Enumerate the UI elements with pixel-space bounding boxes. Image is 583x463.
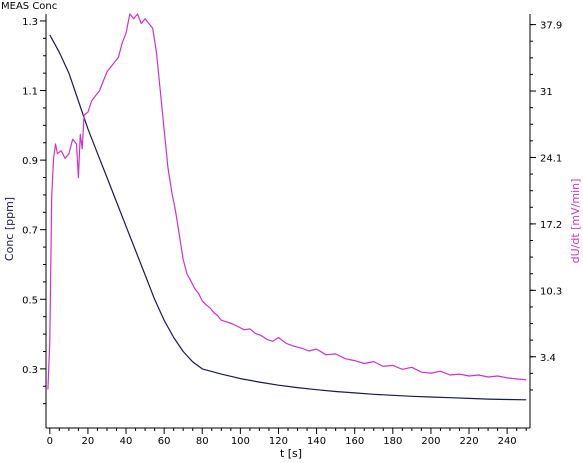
x-tick-label: 80	[196, 436, 209, 447]
x-tick-label: 180	[383, 436, 402, 447]
y2-tick-label: 37.9	[540, 21, 562, 32]
conc-series-line	[49, 34, 527, 401]
y2-axis-title: dU/dt [mV/min]	[569, 179, 582, 264]
x-tick-label: 0	[47, 436, 53, 447]
chart-header-label: MEAS Conc	[1, 1, 58, 12]
y-tick-label: 0.3	[22, 365, 38, 376]
dudt-series-line	[47, 13, 527, 390]
x-tick-label: 40	[120, 436, 133, 447]
x-tick-label: 140	[307, 436, 326, 447]
y-axis-title: Conc [ppm]	[3, 197, 16, 261]
y-tick-label: 1.1	[22, 87, 38, 98]
x-axis-title: t [s]	[280, 447, 302, 460]
y-tick-label: 0.7	[22, 226, 38, 237]
x-tick-label: 240	[498, 436, 517, 447]
y2-tick-label: 3.4	[540, 353, 556, 364]
x-tick-label: 160	[345, 436, 364, 447]
y2-tick-label: 10.3	[540, 286, 562, 297]
x-tick-label: 20	[82, 436, 95, 447]
x-tick-label: 120	[269, 436, 288, 447]
x-tick-label: 100	[231, 436, 250, 447]
x-tick-label: 60	[158, 436, 171, 447]
y2-tick-label: 24.1	[540, 153, 562, 164]
y-tick-label: 0.5	[22, 295, 38, 306]
y2-tick-label: 17.2	[540, 220, 562, 231]
y-tick-label: 1.3	[22, 17, 38, 28]
y2-tick-label: 31	[540, 87, 553, 98]
y-tick-label: 0.9	[22, 156, 38, 167]
x-tick-label: 200	[421, 436, 440, 447]
x-tick-label: 220	[459, 436, 478, 447]
